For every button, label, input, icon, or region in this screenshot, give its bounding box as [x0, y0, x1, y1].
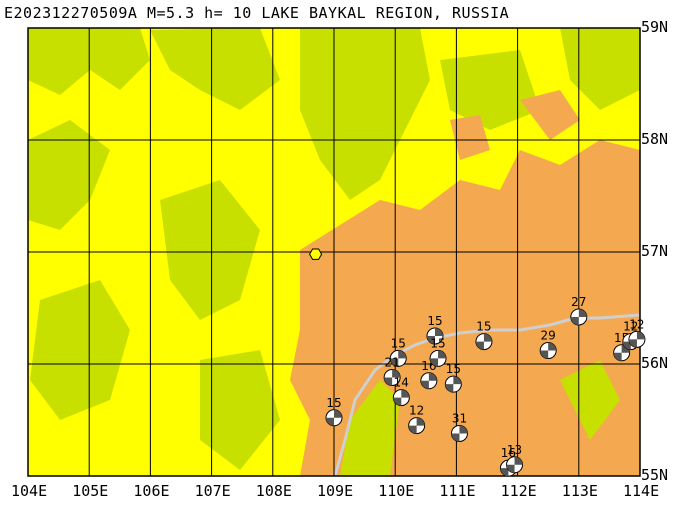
beachball-quadrant [451, 433, 460, 442]
event-label: 27 [571, 295, 586, 309]
focal-mechanism: 31 [450, 411, 468, 442]
focal-mechanism: 15 [475, 320, 493, 351]
beachball-quadrant [453, 376, 462, 385]
latitude-label: 58N [641, 130, 669, 148]
focal-mechanism: 16 [420, 359, 438, 390]
latitude-label: 56N [641, 354, 669, 372]
focal-mechanism: 12 [628, 317, 646, 348]
beachball-quadrant [401, 389, 410, 398]
beachball-quadrant [570, 316, 579, 325]
latitude-label: 57N [641, 242, 669, 260]
beachball-quadrant [428, 372, 437, 381]
longitude-label: 106E [133, 482, 170, 500]
beachball-quadrant [393, 397, 402, 406]
beachball-quadrant [408, 425, 417, 434]
beachball-quadrant [416, 417, 425, 426]
beachball-quadrant [622, 341, 631, 350]
event-label: 15 [391, 336, 406, 350]
map-title: E202312270509A M=5.3 h= 10 LAKE BAYKAL R… [4, 4, 510, 22]
beachball-quadrant [636, 331, 645, 340]
event-label: 21 [384, 355, 399, 369]
beachball-quadrant [390, 358, 399, 367]
event-label: 15 [427, 314, 442, 328]
map-frame [27, 27, 641, 477]
beachball-quadrant [392, 369, 401, 378]
event-label: 12 [409, 404, 424, 418]
focal-mechanism: 14 [392, 376, 410, 407]
event-label: 15 [430, 336, 445, 350]
longitude-label: 113E [561, 482, 598, 500]
beachball-quadrant [445, 384, 454, 393]
longitude-label: 105E [72, 482, 109, 500]
event-label: 14 [394, 376, 409, 390]
longitude-label: 111E [439, 482, 476, 500]
beachball-quadrant [430, 358, 439, 367]
beachball-quadrant [475, 341, 484, 350]
latitude-label: 55N [641, 466, 669, 484]
beachball-quadrant [578, 308, 587, 317]
longitude-label: 108E [255, 482, 292, 500]
focal-mechanism: 15 [444, 362, 462, 393]
beachball-quadrant [398, 350, 407, 359]
latitude-label: 59N [641, 18, 669, 36]
focal-mechanism: 21 [383, 355, 401, 386]
beachball-quadrant [628, 339, 637, 348]
beachball-quadrant [434, 328, 443, 336]
longitude-label: 107E [194, 482, 231, 500]
beachball-quadrant [621, 344, 630, 353]
event-label: 12 [629, 317, 644, 331]
beachball-quadrant [334, 409, 342, 418]
beachball-quadrant [506, 464, 515, 473]
focal-mechanism: 15 [389, 336, 407, 367]
beachball-quadrant [500, 468, 509, 477]
beachball-quadrant [326, 417, 334, 426]
focal-mechanism: 15 [426, 314, 444, 345]
event-label: 29 [541, 329, 556, 343]
event-label: 12 [623, 320, 638, 334]
beachball-quadrant [514, 456, 523, 465]
focal-mechanism: 29 [539, 329, 557, 360]
event-label: 15 [476, 320, 491, 334]
beachball-quadrant [540, 350, 549, 359]
event-label: 15 [326, 396, 341, 410]
beachball-quadrant [613, 352, 622, 361]
beachball-quadrant [384, 377, 393, 386]
beachball-quadrant [548, 342, 557, 351]
beachball-quadrant [483, 333, 492, 342]
longitude-label: 109E [317, 482, 354, 500]
longitude-label: 114E [623, 482, 660, 500]
epicenter-marker [309, 248, 323, 260]
focal-mechanism: 15 [325, 396, 343, 427]
valley-layer [340, 360, 620, 476]
focal-mechanism: 15 [429, 336, 447, 367]
beachball-quadrant [420, 380, 429, 389]
beachball-quadrant [438, 350, 447, 359]
focal-mechanism: 12 [408, 404, 426, 435]
longitude-label: 112E [500, 482, 537, 500]
longitude-label: 110E [378, 482, 415, 500]
beachball-quadrant [459, 425, 468, 434]
event-label: 31 [452, 411, 467, 425]
event-label: 15 [446, 362, 461, 376]
longitude-label: 104E [11, 482, 48, 500]
focal-mechanism: 13 [506, 443, 524, 474]
focal-mechanism: 27 [570, 295, 588, 326]
event-label: 13 [507, 443, 522, 457]
beachball-quadrant [426, 336, 435, 344]
graticule [28, 28, 640, 476]
